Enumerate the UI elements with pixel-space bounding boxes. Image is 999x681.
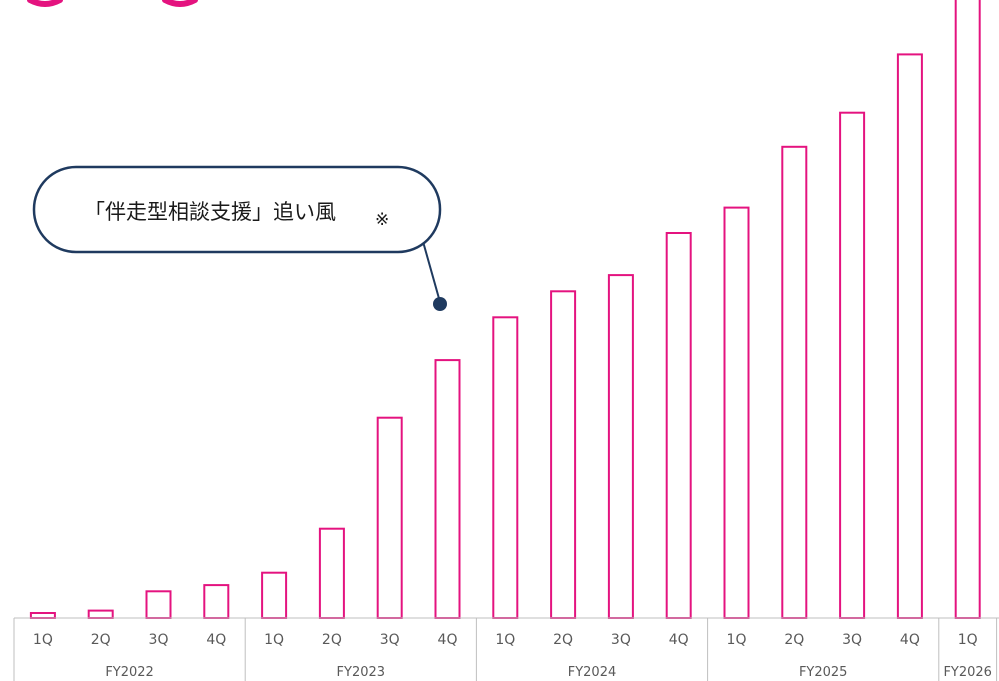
x-tick-label: 3Q	[149, 632, 169, 648]
bars-group	[29, 0, 981, 620]
callout-mark: ※	[375, 210, 389, 230]
x-tick-label: 4Q	[669, 632, 689, 648]
bar	[434, 359, 461, 619]
x-tick-label: 1Q	[495, 632, 515, 648]
bar	[261, 571, 288, 620]
x-axis: 1Q 2Q 3Q 4Q 1Q 2Q 3Q 4Q 1Q 2Q 3Q 4Q 1Q 2Q 3Q 4Q 1Q FY2022…	[13, 617, 999, 681]
x-tick-label: 4Q	[438, 632, 458, 648]
callout-pointer	[421, 237, 441, 303]
callout-box	[32, 165, 442, 254]
bar	[87, 609, 114, 619]
x-group-label: FY2022	[105, 665, 154, 680]
x-tick-label: 2Q	[322, 632, 342, 648]
x-tick-label: 4Q	[900, 632, 920, 648]
bar	[839, 111, 866, 619]
x-group-label: FY2024	[568, 665, 617, 680]
bar	[896, 53, 923, 619]
x-tick-label: 1Q	[264, 632, 284, 648]
x-group-label: FY2023	[337, 665, 386, 680]
x-group-label: FY2026	[943, 665, 992, 680]
bar	[492, 316, 519, 619]
bar	[665, 232, 692, 619]
bar	[318, 527, 345, 620]
bar	[781, 145, 808, 620]
callout-dot	[433, 297, 447, 311]
x-tick-label: 3Q	[380, 632, 400, 648]
callout: 「伴走型相談支援」追い風 ※	[32, 165, 447, 311]
bar	[550, 290, 577, 619]
bar	[203, 584, 230, 619]
bar	[145, 590, 172, 619]
bar	[954, 0, 981, 619]
x-group-label: FY2025	[799, 665, 848, 680]
x-tick-label: 1Q	[958, 632, 978, 648]
x-tick-label: 1Q	[33, 632, 53, 648]
bar	[723, 206, 750, 619]
x-tick-label: 2Q	[553, 632, 573, 648]
bar	[376, 416, 403, 620]
bar	[29, 612, 56, 619]
top-decoration	[27, 0, 63, 7]
x-tick-label: 3Q	[842, 632, 862, 648]
x-tick-label: 3Q	[611, 632, 631, 648]
top-decoration-2	[162, 0, 198, 7]
x-tick-label: 1Q	[727, 632, 747, 648]
callout-text: 「伴走型相談支援」追い風	[84, 200, 336, 224]
x-tick-label: 4Q	[206, 632, 226, 648]
x-tick-label: 2Q	[784, 632, 804, 648]
bar	[607, 274, 634, 619]
x-tick-label: 2Q	[91, 632, 111, 648]
